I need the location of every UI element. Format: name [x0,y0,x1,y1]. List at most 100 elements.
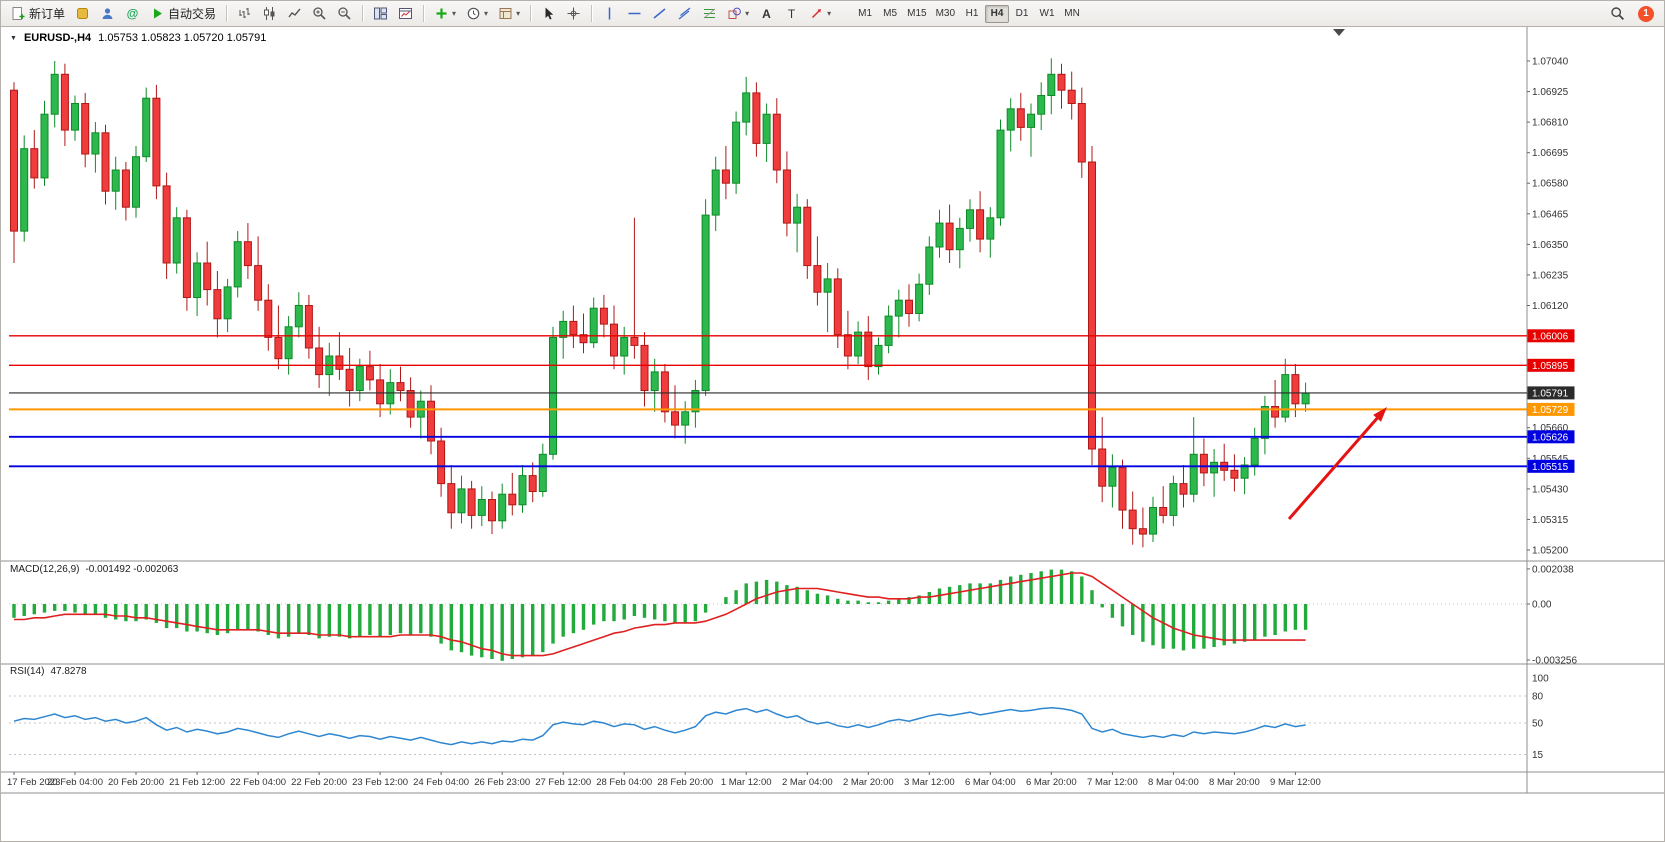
label-button[interactable]: T [780,4,803,24]
timeframe-h1-button[interactable]: H1 [960,5,984,23]
candle-body [1047,73,1056,97]
hlines-layer: 1.06006 1.05895 1.05791 1.05729 1.05626 1.055… [9,329,1575,473]
new-chart-button[interactable] [394,4,417,24]
candle-body [813,265,822,293]
candle-body [1108,467,1117,487]
svg-text:6 Mar 20:00: 6 Mar 20:00 [1026,777,1077,788]
candle-body [152,97,161,187]
svg-text:1.05660: 1.05660 [1532,423,1569,434]
candle-body [528,475,537,493]
tile-windows-button[interactable] [369,4,392,24]
candle-body [742,92,751,123]
timeframe-h4-button[interactable]: H4 [985,4,1010,23]
svg-text:1.05515: 1.05515 [1532,462,1569,473]
toolbar-right-group: 1 [1606,4,1658,24]
clock-icon [466,6,481,21]
candle-body [284,326,293,360]
channel-button[interactable] [673,4,696,24]
vertical-line-button[interactable] [598,4,621,24]
svg-text:3 Mar 12:00: 3 Mar 12:00 [904,777,955,788]
accounts-button[interactable] [71,4,94,24]
svg-text:22 Feb 20:00: 22 Feb 20:00 [291,777,347,788]
trend-arrow-annotation[interactable] [1287,407,1387,520]
candle-body [81,103,90,155]
candle-body [549,336,557,455]
fibonacci-button[interactable] [698,4,721,24]
search-icon [1610,6,1625,21]
new-order-button[interactable]: 新订单 [7,4,69,24]
chart-bars-button[interactable] [233,4,256,24]
candle-body [976,209,985,240]
arrows-button[interactable]: ▾ [805,4,835,24]
svg-text:28 Feb 04:00: 28 Feb 04:00 [596,777,652,788]
price-tag-1.05791: 1.05791 [1527,386,1575,400]
svg-text:15: 15 [1532,750,1544,761]
timeframe-m5-button[interactable]: M5 [878,5,902,23]
text-label-icon: T [784,6,799,21]
community-button[interactable]: @ [121,4,144,24]
chart-canvas[interactable]: 1.07040 1.06925 1.06810 1.06695 1.06580 1.064… [1,1,1665,797]
candle-body [701,214,710,391]
zoom-out-icon [337,6,352,21]
timeframe-m30-button[interactable]: M30 [932,5,959,23]
rsi-value: 47.8278 [50,666,87,677]
line-chart-icon [287,6,302,21]
timeframe-d1-button[interactable]: D1 [1010,5,1034,23]
chart-symbol-ohlc: ▼ EURUSD-,H4 1.05753 1.05823 1.05720 1.0… [10,32,266,44]
cursor-button[interactable] [537,4,560,24]
candlestick-icon [262,6,277,21]
chevron-down-icon: ▾ [827,9,832,18]
candle-body [193,262,202,298]
candle-body [264,299,273,338]
candle-body [1067,89,1076,104]
candle-body [71,103,79,131]
svg-text:1.05430: 1.05430 [1532,484,1569,495]
candle-body [457,488,466,514]
timeframe-mn-button[interactable]: MN [1060,5,1084,23]
candle-body [1199,453,1208,474]
notification-badge[interactable]: 1 [1638,5,1654,22]
profile-button[interactable] [96,4,119,24]
timeframe-m1-button[interactable]: M1 [853,5,877,23]
candle-body [925,246,934,285]
candle-body [1098,448,1107,487]
candle-body [905,299,913,315]
zoom-out-button[interactable] [333,4,356,24]
candle-body [986,217,995,240]
zoom-in-button[interactable] [308,4,331,24]
templates-button[interactable]: ▾ [494,4,524,24]
toolbar-separator [591,5,593,22]
search-button[interactable] [1606,4,1629,24]
candle-body [315,347,324,376]
svg-text:2 Mar 04:00: 2 Mar 04:00 [782,777,833,788]
candle-body [50,73,59,115]
candle-body [538,453,547,492]
chart-line-button[interactable] [283,4,306,24]
auto-trading-button[interactable]: 自动交易 [146,4,220,24]
crosshair-button[interactable] [562,4,585,24]
candle-body [721,169,730,184]
candle-body [630,336,639,346]
fibonacci-icon [702,6,717,21]
candle-body [782,169,791,224]
price-tag-1.05515: 1.05515 [1527,459,1575,473]
svg-text:1.06810: 1.06810 [1532,118,1569,129]
trendline-button[interactable] [648,4,671,24]
horizontal-line-button[interactable] [623,4,646,24]
candle-body [1230,469,1239,479]
svg-text:22 Feb 04:00: 22 Feb 04:00 [230,777,286,788]
bar-chart-icon [237,6,252,21]
chevron-down-icon[interactable]: ▼ [10,34,17,42]
text-button[interactable]: A [755,4,778,24]
periods-button[interactable]: ▾ [462,4,492,24]
svg-text:1.05545: 1.05545 [1532,454,1569,465]
timeframe-w1-button[interactable]: W1 [1035,5,1059,23]
indicators-button[interactable]: ▾ [430,4,460,24]
candle-body [172,217,181,264]
shapes-button[interactable]: ▾ [723,4,753,24]
chart-shift-marker[interactable] [1333,29,1345,36]
price-tag-1.05729: 1.05729 [1527,402,1575,416]
chart-candles-button[interactable] [258,4,281,24]
svg-text:1.06925: 1.06925 [1532,87,1569,98]
timeframe-m15-button[interactable]: M15 [903,5,930,23]
